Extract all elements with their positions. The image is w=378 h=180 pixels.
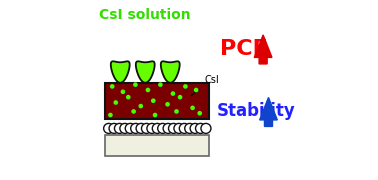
Text: PCE: PCE [220,39,268,59]
Polygon shape [161,61,180,83]
Circle shape [169,123,178,133]
Circle shape [158,123,168,133]
Circle shape [170,91,175,96]
Circle shape [133,82,138,87]
Circle shape [174,109,179,114]
Bar [105,135,209,156]
Circle shape [121,89,125,94]
Circle shape [131,109,136,114]
Bar [105,83,209,119]
Circle shape [152,123,162,133]
Circle shape [151,98,156,103]
Text: CsI solution: CsI solution [99,8,191,22]
Circle shape [178,95,183,100]
Bar [105,127,209,132]
Polygon shape [111,61,130,83]
Polygon shape [136,61,155,83]
Circle shape [190,105,195,110]
Circle shape [179,123,189,133]
Circle shape [146,88,150,92]
Circle shape [195,123,206,133]
Circle shape [113,100,118,105]
Circle shape [174,123,184,133]
Circle shape [183,84,188,89]
Circle shape [194,88,198,92]
Circle shape [108,113,113,117]
Circle shape [131,123,141,133]
Circle shape [165,102,170,107]
Circle shape [120,123,130,133]
Text: Stability: Stability [217,102,296,120]
Circle shape [109,123,119,133]
Circle shape [125,123,135,133]
Circle shape [190,123,200,133]
Circle shape [141,123,152,133]
Circle shape [158,82,163,87]
Circle shape [104,123,114,133]
Circle shape [115,123,124,133]
Circle shape [201,123,211,133]
FancyArrow shape [254,35,272,64]
Circle shape [197,111,202,116]
Circle shape [147,123,157,133]
Circle shape [110,84,115,89]
Circle shape [185,123,195,133]
Circle shape [163,123,173,133]
FancyArrow shape [260,97,277,126]
Circle shape [138,104,143,108]
Circle shape [136,123,146,133]
Circle shape [126,95,130,100]
Text: CsI: CsI [191,75,219,95]
Circle shape [153,113,157,117]
